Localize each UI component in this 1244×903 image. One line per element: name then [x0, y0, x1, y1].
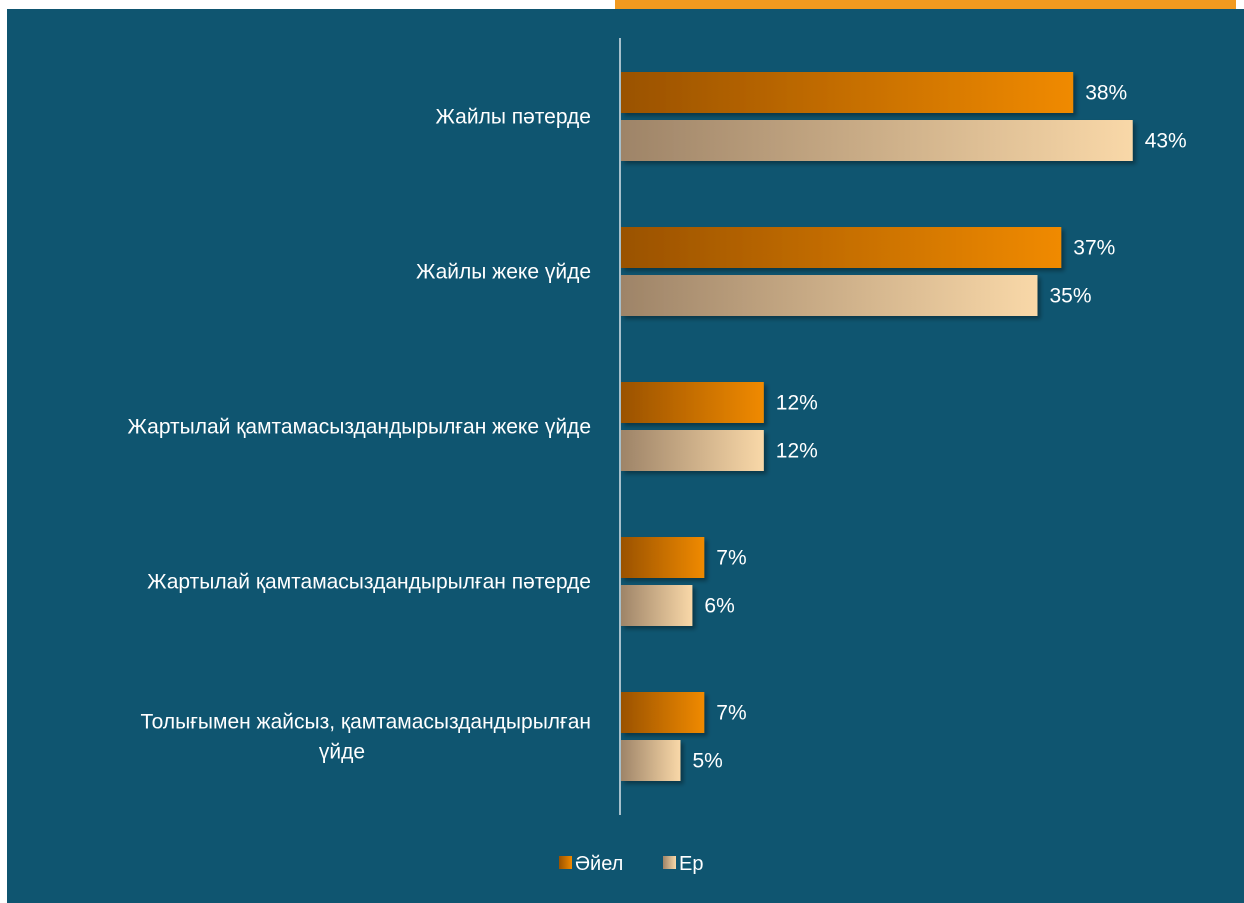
value-labels: 38% 43% 37% 35% 12% 12% 7% 6% 7% 5%	[693, 82, 1187, 773]
value-label: 6%	[704, 595, 734, 618]
value-label: 12%	[776, 392, 818, 415]
value-label: 43%	[1145, 130, 1187, 153]
bar-female	[621, 692, 705, 733]
bars-layer	[621, 72, 1133, 781]
bar-female	[621, 227, 1062, 268]
category-label: Жартылай қамтамасыздандырылған пәтерде	[147, 571, 591, 594]
category-label: Жайлы жеке үйде	[416, 261, 591, 284]
category-label: Толығымен жайсыз, қамтамасыздандырылған	[141, 711, 592, 734]
category-label: Жайлы пәтерде	[436, 106, 591, 129]
value-label: 12%	[776, 440, 818, 463]
legend-label-male: Ер	[679, 853, 703, 875]
value-label: 38%	[1085, 82, 1127, 105]
category-labels: Жайлы пәтерде Жайлы жеке үйде Жартылай қам…	[128, 106, 591, 764]
bar-female	[621, 72, 1074, 113]
value-label: 7%	[716, 547, 746, 570]
value-label: 5%	[693, 750, 723, 773]
category-label: үйде	[319, 741, 365, 764]
top-accent-bar	[615, 0, 1236, 9]
value-label: 37%	[1073, 237, 1115, 260]
legend-label-female: Әйел	[575, 853, 623, 875]
category-label: Жартылай қамтамасыздандырылған жеке үйде	[128, 416, 591, 439]
legend-swatch-female	[559, 856, 572, 869]
value-label: 35%	[1050, 285, 1092, 308]
bar-female	[621, 537, 705, 578]
bar-male	[621, 120, 1133, 161]
bar-female	[621, 382, 764, 423]
legend: Әйел Ер	[559, 853, 703, 875]
bar-male	[621, 275, 1038, 316]
legend-swatch-male	[663, 856, 676, 869]
bar-male	[621, 430, 764, 471]
value-label: 7%	[716, 702, 746, 725]
bar-male	[621, 585, 693, 626]
bar-male	[621, 740, 681, 781]
